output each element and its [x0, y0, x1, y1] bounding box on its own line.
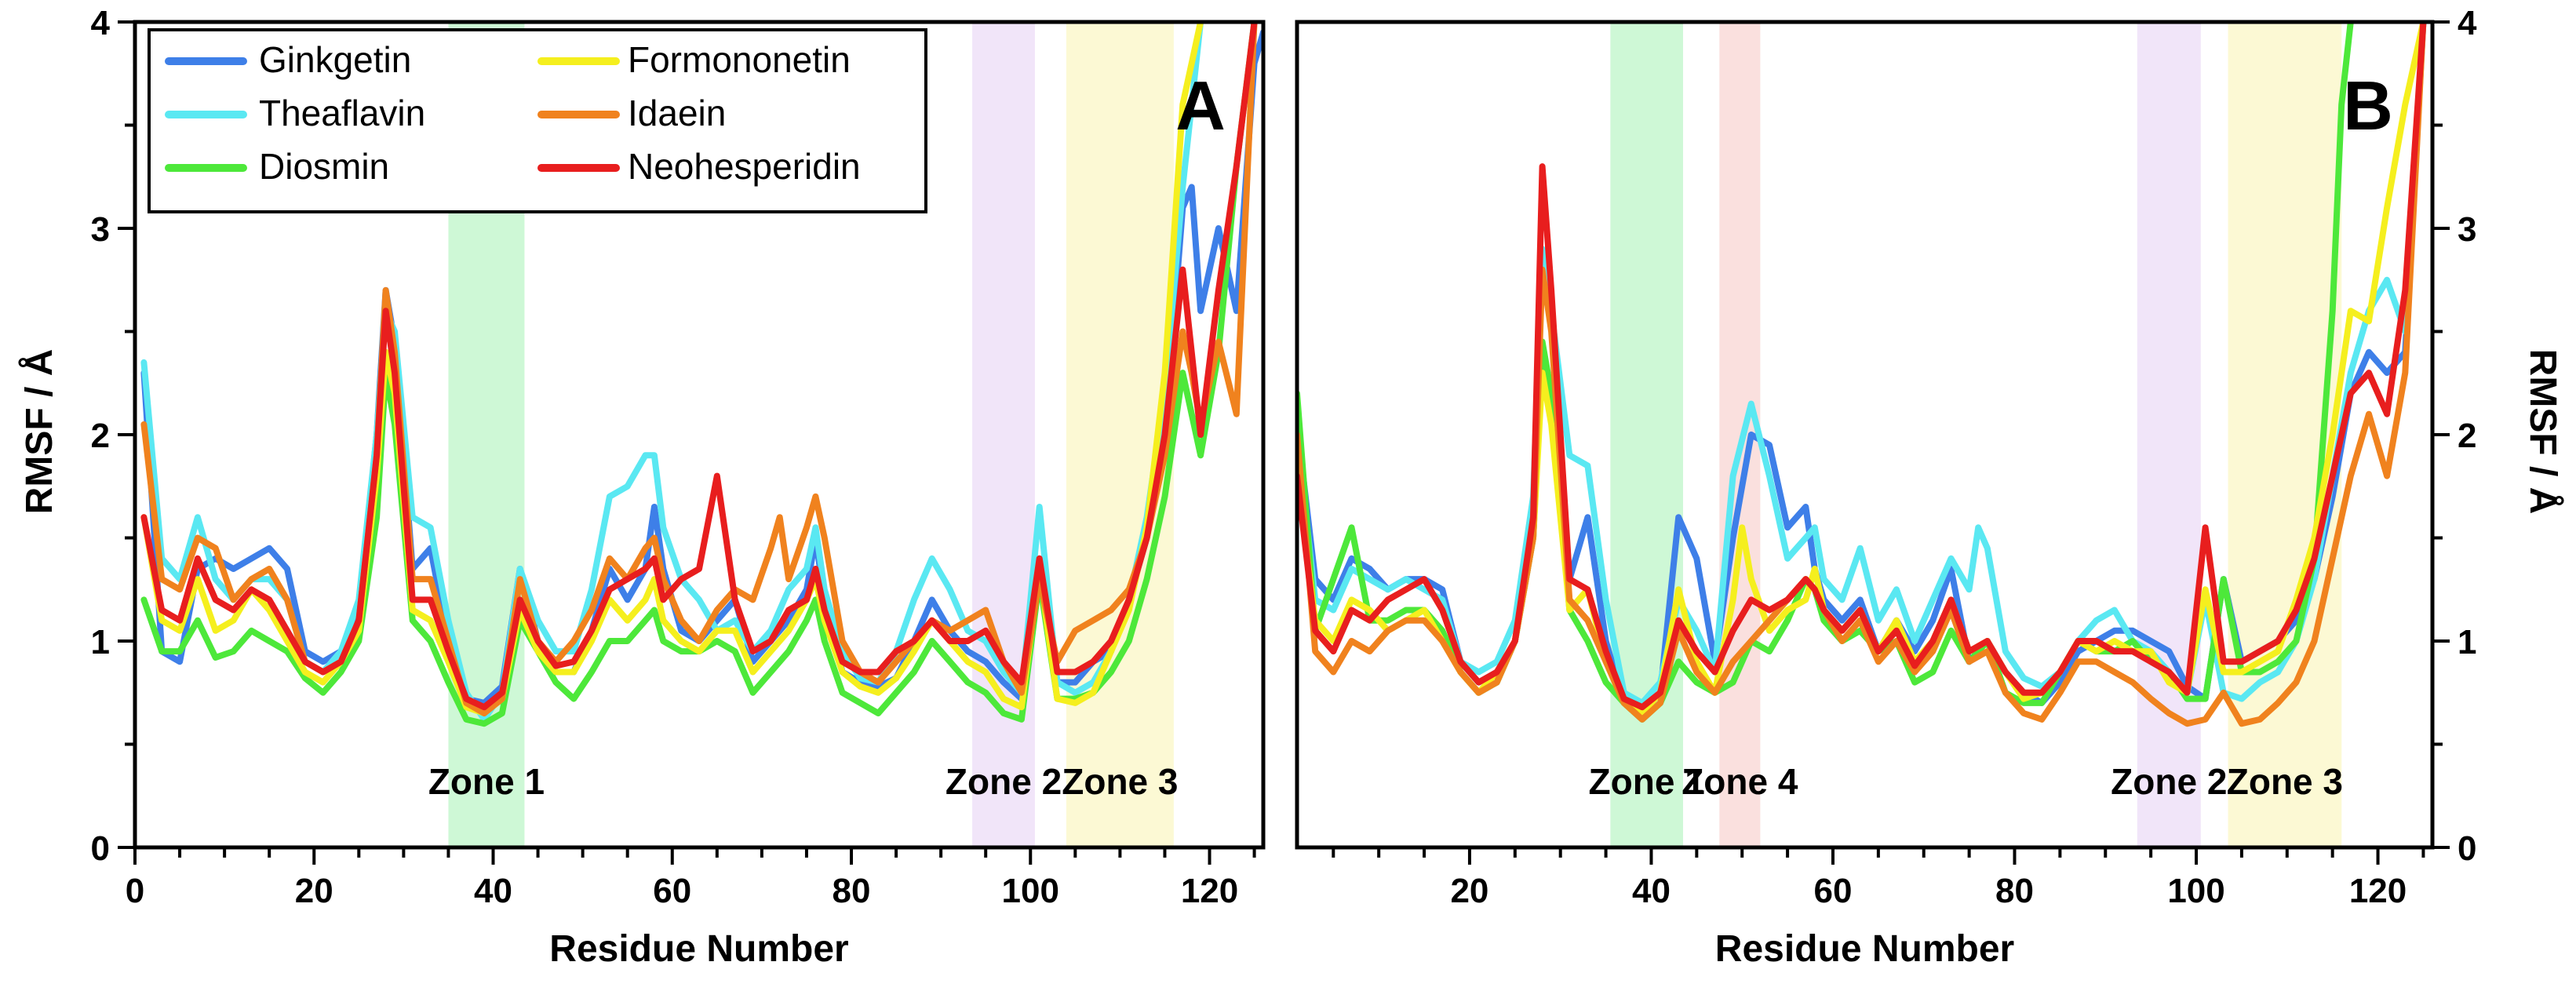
y-tick-label: 4 — [2458, 4, 2477, 42]
x-axis-title-b: Residue Number — [1715, 928, 2014, 970]
series-line-neohesperidin — [140, 22, 1258, 711]
legend-box — [148, 28, 927, 213]
legend-label-ginkgetin: Ginkgetin — [259, 39, 411, 80]
legend-label-theaflavin: Theaflavin — [259, 93, 425, 133]
zone-label-zone-1: Zone 1 — [428, 761, 545, 802]
legend-label-neohesperidin: Neohesperidin — [628, 146, 861, 187]
x-tick-label: 100 — [1002, 872, 1059, 910]
zone-label-zone-2: Zone 2 — [946, 761, 1062, 802]
zone-label-zone-3: Zone 3 — [2227, 761, 2343, 802]
series-line-idaein — [1297, 22, 2427, 727]
x-tick-label: 20 — [295, 872, 333, 910]
series-line-neohesperidin — [1297, 22, 2427, 711]
zone-band-zone-2 — [972, 22, 1035, 847]
y-tick-label: 0 — [91, 829, 110, 868]
legend: Ginkgetin Theaflavin Diosmin Formononetin Id… — [148, 28, 927, 213]
zone-band-zone-1 — [1610, 22, 1683, 847]
y-tick-label: 0 — [2458, 829, 2476, 868]
x-tick-label: 80 — [1995, 872, 2034, 910]
zone-label-zone-4: Zone 4 — [1682, 761, 1798, 802]
legend-label-idaein: Idaein — [628, 93, 726, 133]
y-tick-label: 1 — [91, 623, 110, 661]
x-tick-label: 40 — [474, 872, 512, 910]
panel-a: Zone 1 Zone 2 Zone 3 0 20 40 60 80 100 120 0 1 2 3 4 Re… — [91, 4, 1266, 970]
y-axis-title-left: RMSF / Å — [18, 349, 60, 515]
x-tick-label: 60 — [653, 872, 691, 910]
x-tick-label: 120 — [2349, 872, 2407, 910]
x-tick-label: 120 — [1181, 872, 1238, 910]
x-tick-label: 0 — [126, 872, 144, 910]
y-tick-label: 4 — [91, 4, 111, 42]
panel-letter-b: B — [2343, 67, 2393, 144]
y-tick-label: 2 — [91, 417, 110, 455]
zone-label-zone-3: Zone 3 — [1062, 761, 1178, 802]
zone-label-zone-2: Zone 2 — [2111, 761, 2227, 802]
zone-label-zone-1: Zone 1 — [1589, 761, 1705, 802]
y-tick-label: 3 — [2458, 210, 2476, 249]
legend-label-diosmin: Diosmin — [259, 146, 389, 187]
y-axis-title-right: RMSF / Å — [2522, 349, 2564, 515]
legend-label-formononetin: Formononetin — [628, 39, 851, 80]
y-tick-label: 1 — [2458, 623, 2476, 661]
x-tick-label: 40 — [1632, 872, 1671, 910]
x-tick-label: 20 — [1450, 872, 1488, 910]
x-axis-title-a: Residue Number — [549, 928, 848, 970]
x-tick-label: 100 — [2167, 872, 2224, 910]
x-tick-label: 80 — [833, 872, 871, 910]
y-tick-label: 3 — [91, 210, 110, 249]
panel-letter-a: A — [1175, 67, 1226, 144]
y-tick-label: 2 — [2458, 417, 2476, 455]
x-tick-label: 60 — [1814, 872, 1853, 910]
